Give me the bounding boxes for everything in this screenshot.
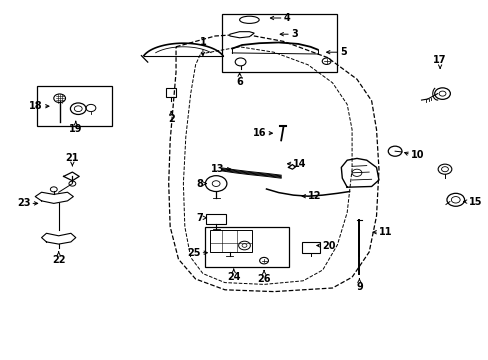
Text: 26: 26	[257, 274, 270, 284]
Text: 13: 13	[210, 164, 224, 174]
Bar	[206, 214, 225, 224]
Bar	[166, 88, 176, 97]
Text: 20: 20	[321, 240, 335, 251]
Text: 21: 21	[65, 153, 79, 163]
Text: 22: 22	[52, 255, 65, 265]
Text: 5: 5	[339, 47, 346, 57]
Text: 12: 12	[307, 191, 321, 201]
Bar	[37, 86, 112, 126]
Bar	[210, 230, 251, 252]
Bar	[205, 227, 288, 267]
Bar	[222, 14, 337, 72]
Polygon shape	[229, 32, 254, 38]
Text: 10: 10	[410, 150, 424, 160]
Text: 1: 1	[199, 37, 206, 47]
Text: 4: 4	[283, 13, 290, 23]
Text: 19: 19	[69, 124, 82, 134]
Text: 8: 8	[196, 179, 203, 189]
Text: 25: 25	[186, 248, 200, 258]
Text: 18: 18	[29, 101, 43, 111]
Text: 7: 7	[196, 213, 203, 223]
Text: 16: 16	[252, 128, 266, 138]
Text: 6: 6	[236, 77, 243, 87]
Text: 17: 17	[432, 55, 446, 65]
Text: 14: 14	[293, 159, 306, 169]
Text: 3: 3	[290, 29, 297, 39]
Text: 23: 23	[17, 198, 30, 208]
Text: 24: 24	[226, 272, 240, 282]
Text: 9: 9	[355, 282, 362, 292]
Text: 15: 15	[468, 197, 481, 207]
Text: 11: 11	[378, 227, 392, 237]
Bar	[302, 242, 319, 253]
Text: 2: 2	[167, 114, 174, 125]
